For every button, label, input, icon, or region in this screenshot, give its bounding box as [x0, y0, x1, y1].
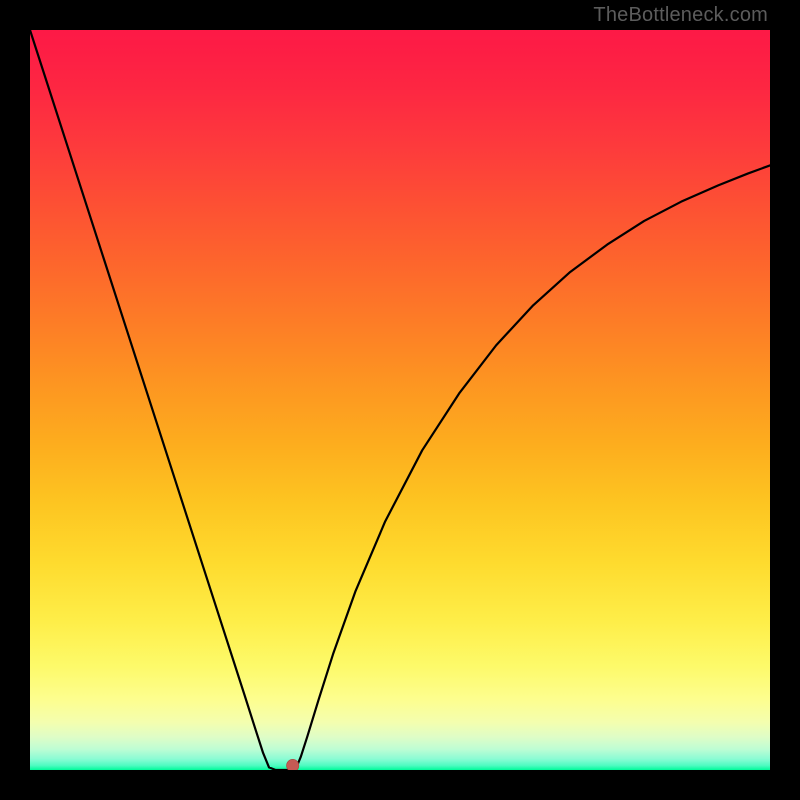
attribution-text: TheBottleneck.com [593, 4, 768, 27]
chart-frame: TheBottleneck.com [0, 0, 800, 800]
plot-area [30, 30, 770, 770]
optimal-point-marker [287, 759, 299, 770]
bottleneck-curve [30, 30, 770, 770]
